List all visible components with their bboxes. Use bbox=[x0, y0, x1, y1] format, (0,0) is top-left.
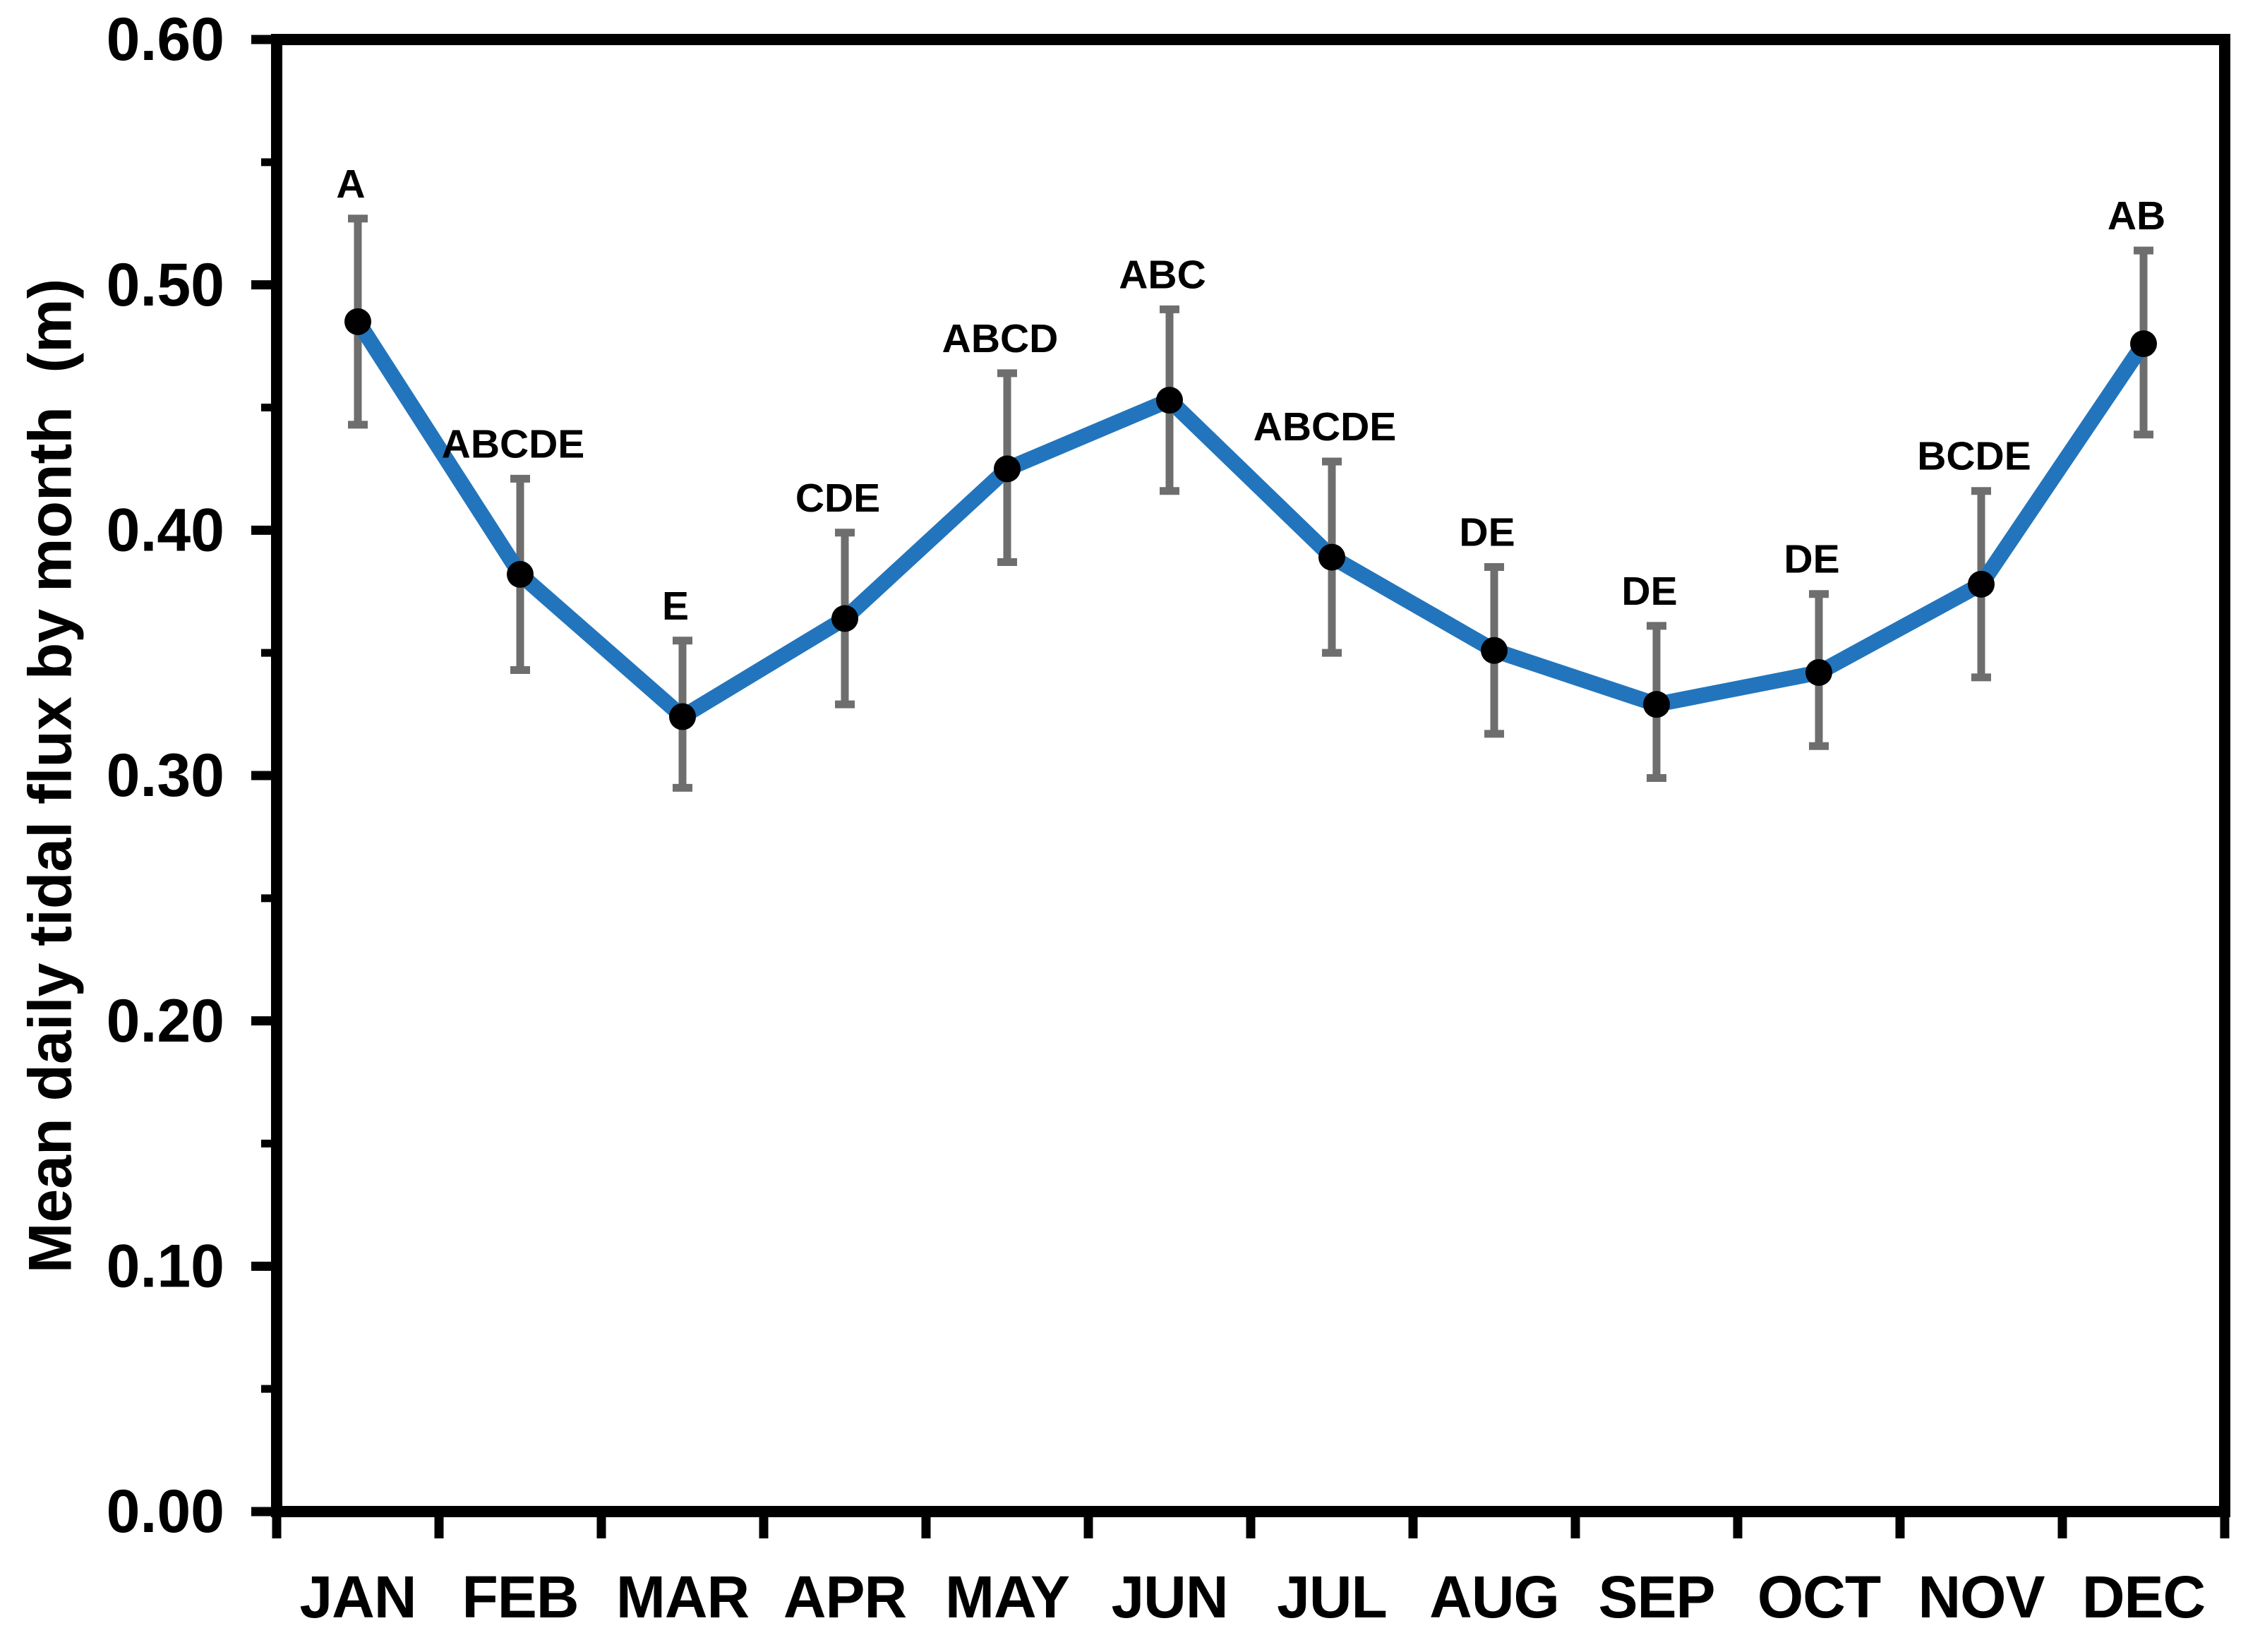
y-axis-tick-label: 0.00 bbox=[107, 1478, 224, 1545]
data-point-marker bbox=[1805, 658, 1832, 686]
y-axis-tick-label: 0.30 bbox=[107, 742, 224, 809]
significance-letter: AB bbox=[2108, 193, 2165, 239]
significance-letter: ABCDE bbox=[442, 421, 585, 466]
data-point-marker bbox=[994, 455, 1021, 483]
x-axis-month-label: JAN bbox=[299, 1564, 416, 1630]
data-point-marker bbox=[507, 560, 534, 588]
data-point-marker bbox=[1968, 570, 1995, 598]
data-point-marker bbox=[831, 605, 858, 632]
x-axis-month-label: AUG bbox=[1429, 1564, 1559, 1630]
data-line bbox=[350, 313, 2151, 725]
data-point-marker bbox=[669, 703, 696, 730]
data-point-marker bbox=[1481, 637, 1508, 664]
significance-letter: ABC bbox=[1119, 252, 1206, 297]
x-axis-month-label: DEC bbox=[2082, 1564, 2205, 1630]
data-point-marker bbox=[1318, 543, 1345, 571]
x-axis-month-label: OCT bbox=[1757, 1564, 1881, 1630]
y-axis-tick-label: 0.20 bbox=[107, 987, 224, 1055]
significance-letter: DE bbox=[1784, 537, 1839, 582]
data-point-marker bbox=[1156, 387, 1183, 414]
significance-letter: ABCDE bbox=[1254, 404, 1397, 450]
data-point-marker bbox=[1643, 691, 1670, 718]
significance-letter: ABCD bbox=[942, 316, 1059, 361]
data-point-marker bbox=[344, 308, 371, 335]
y-axis-tick-label: 0.50 bbox=[107, 251, 224, 319]
significance-letter: E bbox=[662, 584, 689, 629]
x-axis-month-label: JUN bbox=[1111, 1564, 1227, 1630]
y-axis-tick-label: 0.10 bbox=[107, 1233, 224, 1301]
significance-letter: A bbox=[336, 162, 365, 207]
x-axis-month-label: NOV bbox=[1918, 1564, 2045, 1630]
significance-letter: DE bbox=[1459, 510, 1515, 555]
x-axis-month-label: MAR bbox=[616, 1564, 749, 1630]
data-point-marker bbox=[2130, 330, 2157, 358]
x-axis-month-label: SEP bbox=[1598, 1564, 1714, 1630]
y-axis-tick-label: 0.60 bbox=[107, 6, 224, 73]
significance-letter: BCDE bbox=[1917, 434, 2031, 479]
significance-letter: CDE bbox=[795, 476, 880, 521]
x-axis-month-label: JUL bbox=[1277, 1564, 1387, 1630]
y-axis-tick-label: 0.40 bbox=[107, 497, 224, 565]
significance-letter: DE bbox=[1621, 569, 1677, 614]
x-axis-month-label: APR bbox=[783, 1564, 906, 1630]
plot-frame bbox=[271, 34, 2230, 1517]
x-axis-month-label: FEB bbox=[462, 1564, 579, 1630]
x-axis-month-label: MAY bbox=[945, 1564, 1069, 1630]
